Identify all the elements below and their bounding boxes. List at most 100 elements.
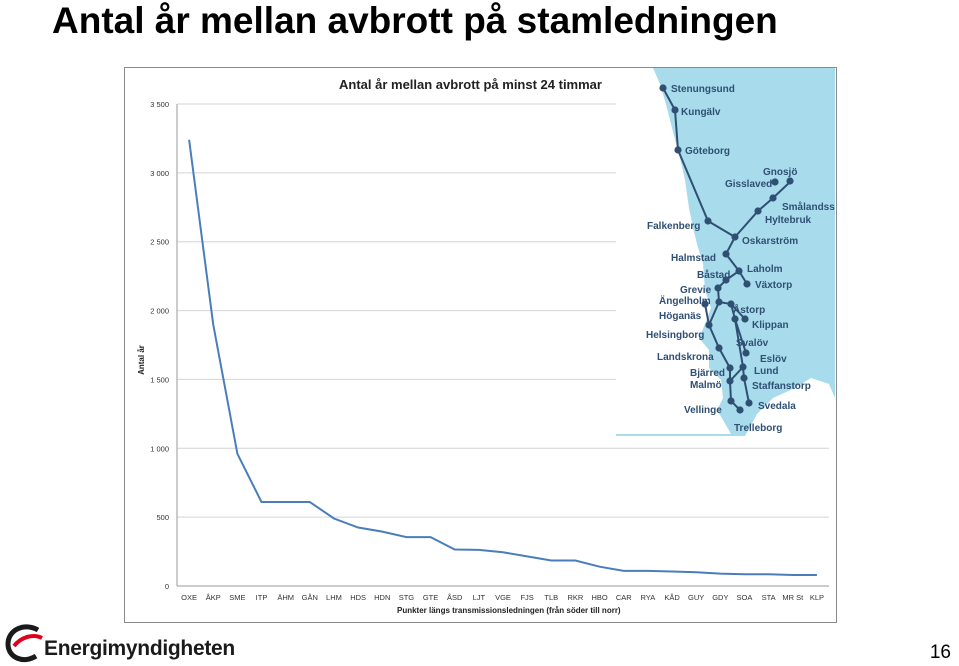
- x-tick-label: MR St: [782, 593, 804, 602]
- map-node: [731, 233, 739, 241]
- map-node: [735, 267, 743, 275]
- y-tick-label: 0: [165, 582, 169, 591]
- map-route: [734, 318, 750, 404]
- map-place-label: Helsingborg: [646, 330, 704, 341]
- x-tick-label: ÄHM: [277, 593, 294, 602]
- map-place-label: Malmö: [690, 380, 722, 391]
- x-tick-label: LHM: [326, 593, 342, 602]
- map-place-label: Eslöv: [760, 354, 787, 365]
- x-tick-label: CAR: [616, 593, 632, 602]
- x-tick-label: STA: [762, 593, 776, 602]
- x-tick-label: ITP: [256, 593, 268, 602]
- map-place-label: Svedala: [758, 401, 796, 412]
- map-node: [739, 363, 747, 371]
- y-tick-label: 1 000: [150, 444, 169, 453]
- chart-grid: [176, 103, 829, 587]
- y-tick-label: 2 500: [150, 238, 169, 247]
- map-node: [727, 397, 735, 405]
- y-tick-label: 3 000: [150, 169, 169, 178]
- x-tick-label: HBO: [591, 593, 607, 602]
- map-node: [769, 194, 777, 202]
- map-node: [745, 399, 753, 407]
- map-node: [715, 344, 723, 352]
- map-node: [704, 217, 712, 225]
- map-node: [715, 298, 723, 306]
- map-node: [671, 106, 679, 114]
- y-axis: 0 500 1 000 1 500 2 000 2 500 3 000 3 500: [150, 100, 169, 591]
- x-tick-label: ÅKP: [206, 593, 221, 602]
- map-place-label: Vellinge: [684, 405, 722, 416]
- map-place-label: Kungälv: [681, 107, 721, 118]
- map-route: [734, 181, 791, 238]
- map-place-label: Oskarström: [742, 236, 798, 247]
- map-node: [659, 84, 667, 92]
- map-node: [741, 315, 749, 323]
- series-line: [188, 139, 817, 576]
- map-node: [743, 280, 751, 288]
- x-tick-label: STG: [399, 593, 415, 602]
- map-labels: Stenungsund Kungälv Göteborg GnosjöGisslave…: [646, 84, 835, 434]
- page-number: 16: [929, 642, 951, 663]
- y-tick-label: 500: [156, 513, 169, 522]
- y-tick-label: 3 500: [150, 100, 169, 109]
- x-tick-label: OXE: [181, 593, 197, 602]
- map-place-label: Göteborg: [685, 146, 730, 157]
- slide-title: Antal år mellan avbrott på stamledningen: [52, 0, 778, 41]
- x-tick-label: KÅD: [664, 593, 680, 602]
- map-inset: Stenungsund Kungälv Göteborg GnosjöGisslave…: [616, 68, 835, 436]
- map-place-label: Svalöv: [736, 338, 769, 349]
- y-tick-label: 2 000: [150, 307, 169, 316]
- map-node: [742, 349, 750, 357]
- map-node: [726, 377, 734, 385]
- map-node: [722, 276, 730, 284]
- map-node: [714, 284, 722, 292]
- map-place-label: Gnosjö: [763, 167, 797, 178]
- x-tick-label: ÅSD: [447, 593, 463, 602]
- map-node: [722, 250, 730, 258]
- map-place-label: Växtorp: [755, 280, 792, 291]
- map-place-label: Landskrona: [657, 352, 714, 363]
- map-place-label: Stenungsund: [671, 84, 735, 95]
- map-place-label: Lund: [754, 366, 778, 377]
- x-tick-label: HDS: [350, 593, 366, 602]
- x-axis: OXE ÅKP SME ITP ÄHM GÅN LHM HDS HDN STG GTE ÅSD LJT V…: [181, 593, 824, 602]
- map-place-label: Höganäs: [659, 311, 702, 322]
- map-place-label: Halmstad: [671, 253, 716, 264]
- map-node: [736, 406, 744, 414]
- map-place-label: Trelleborg: [734, 423, 782, 434]
- map-place-label: Gisslaved: [725, 179, 772, 190]
- x-tick-label: HDN: [374, 593, 390, 602]
- map-place-label: Båstad: [697, 269, 730, 281]
- map-place-label: Smålandss: [782, 201, 835, 213]
- x-tick-label: KLP: [810, 593, 824, 602]
- map-node: [726, 364, 734, 372]
- map-node: [771, 178, 779, 186]
- y-axis-label: Antal år: [137, 345, 146, 375]
- x-tick-label: GUY: [688, 593, 704, 602]
- swoosh-icon: [5, 624, 43, 662]
- map-place-label: Klippan: [752, 320, 789, 331]
- x-tick-label: VGE: [495, 593, 511, 602]
- map-place-label: Ängelholm: [659, 294, 711, 307]
- map-place-label: Hyltebruk: [765, 215, 812, 226]
- x-tick-label: SME: [229, 593, 245, 602]
- map-node: [674, 146, 682, 154]
- map-route: [662, 87, 741, 411]
- map-place-label: Staffanstorp: [752, 381, 811, 392]
- map-nodes: [659, 84, 794, 414]
- x-tick-label: GÅN: [302, 593, 318, 602]
- map-node: [727, 300, 735, 308]
- brand-name: Energimyndigheten: [44, 637, 235, 660]
- x-tick-label: GTE: [423, 593, 438, 602]
- map-place-label: Bjärred: [690, 368, 725, 379]
- x-tick-label: TLB: [544, 593, 558, 602]
- x-tick-label: SOA: [737, 593, 753, 602]
- x-tick-label: GDY: [712, 593, 728, 602]
- map-place-label: Åstorp: [733, 303, 765, 316]
- map-node: [705, 321, 713, 329]
- x-tick-label: LJT: [473, 593, 486, 602]
- chart-title: Antal år mellan avbrott på minst 24 timm…: [339, 77, 602, 92]
- map-place-label: Falkenberg: [647, 221, 700, 232]
- map-water-kattegat: [616, 68, 731, 434]
- x-axis-label: Punkter längs transmissionsledningen (fr…: [397, 606, 621, 615]
